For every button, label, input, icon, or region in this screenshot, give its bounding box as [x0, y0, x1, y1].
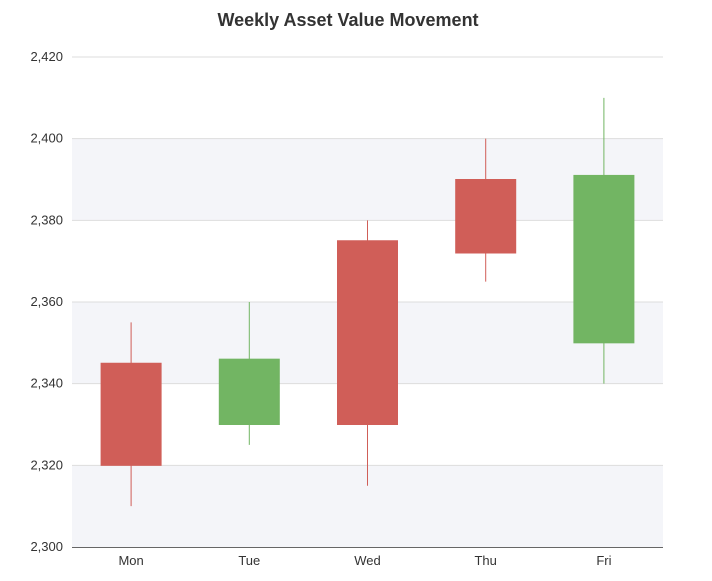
candle	[100, 322, 162, 507]
x-tick-label: Fri	[596, 553, 611, 568]
candles	[100, 97, 635, 507]
x-axis: Mon Tue Wed Thu Fri	[118, 553, 611, 568]
y-tick-label: 2,320	[30, 457, 63, 472]
candle-body	[100, 362, 162, 466]
x-tick-label: Tue	[238, 553, 260, 568]
x-tick-label: Thu	[474, 553, 496, 568]
plot-band	[72, 138, 663, 221]
y-tick-label: 2,380	[30, 212, 63, 227]
x-tick-label: Mon	[118, 553, 143, 568]
y-tick-label: 2,300	[30, 539, 63, 554]
candle-body	[337, 240, 398, 425]
candle	[337, 220, 398, 486]
chart-title: Weekly Asset Value Movement	[217, 10, 478, 30]
candle-body	[218, 358, 280, 425]
candle	[218, 302, 280, 445]
y-tick-label: 2,400	[30, 131, 63, 146]
y-tick-label: 2,360	[30, 294, 63, 309]
candle	[455, 138, 517, 282]
candle-body	[455, 179, 517, 254]
x-tick-label: Wed	[354, 553, 381, 568]
y-tick-label: 2,420	[30, 49, 63, 64]
candle	[573, 97, 635, 384]
candle-body	[573, 174, 635, 344]
y-tick-label: 2,340	[30, 376, 63, 391]
y-axis: 2,300 2,320 2,340 2,360 2,380 2,400 2,420	[30, 49, 63, 554]
